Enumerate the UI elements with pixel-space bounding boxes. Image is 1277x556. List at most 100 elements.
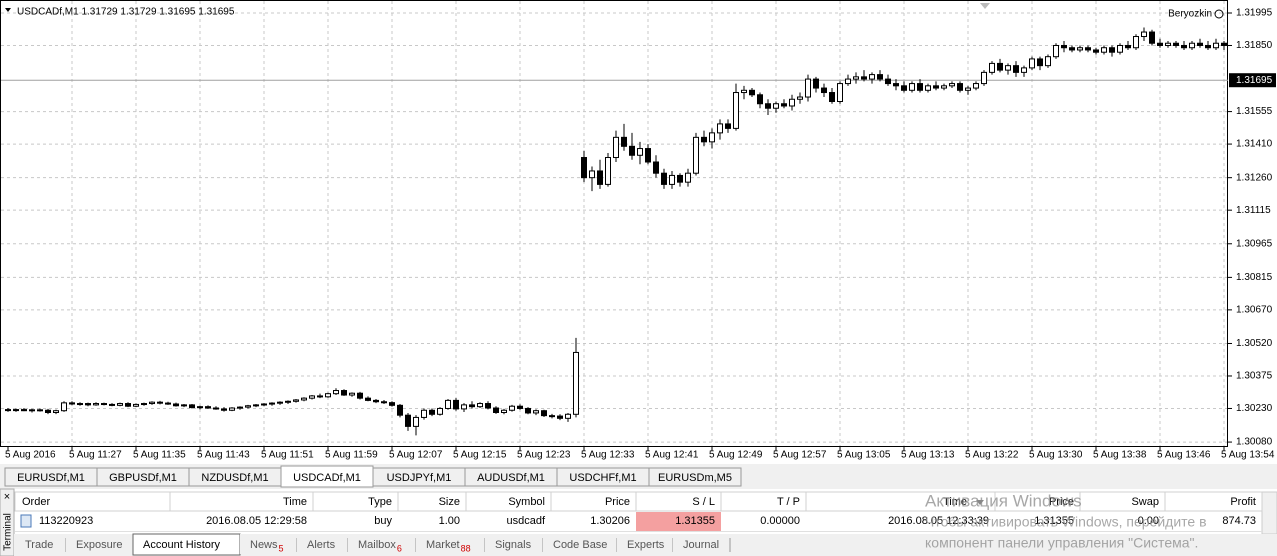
candle-body xyxy=(165,402,171,405)
menu-arrow[interactable] xyxy=(5,8,11,12)
candle-body xyxy=(613,136,619,159)
column-header[interactable] xyxy=(1164,491,1263,512)
candle-body xyxy=(261,403,267,406)
bottom-tab[interactable] xyxy=(485,534,543,554)
symbol-tab-label: USDJPYf,M1 xyxy=(387,472,452,484)
bottom-tab[interactable] xyxy=(673,534,730,554)
y-tick-label: 1.31850 xyxy=(1236,40,1273,51)
candle-body xyxy=(949,83,955,87)
candle-body xyxy=(61,402,67,412)
candle-body xyxy=(765,103,771,109)
x-tick-label: 5 Aug 13:30 xyxy=(1029,450,1083,461)
candle-body xyxy=(21,409,27,412)
candle-body xyxy=(1109,47,1115,53)
x-tick-label: 5 Aug 12:15 xyxy=(453,450,507,461)
candle-body xyxy=(237,406,243,409)
candle-body xyxy=(957,83,963,91)
bottom-tab[interactable] xyxy=(297,534,348,554)
y-tick-label: 1.30375 xyxy=(1236,371,1273,382)
symbol-tab-label: USDCHFf,M1 xyxy=(569,472,636,484)
bottom-tab[interactable] xyxy=(240,534,297,554)
y-tick-label: 1.30520 xyxy=(1236,338,1273,349)
account-icon xyxy=(1214,9,1224,19)
candle-body xyxy=(1205,44,1211,49)
candle-body xyxy=(413,416,419,427)
candle-body xyxy=(541,410,547,417)
symbol-tab-label: GBPUSDf,M1 xyxy=(109,472,177,484)
y-tick-label: 1.31410 xyxy=(1236,139,1273,150)
y-tick-label: 1.30815 xyxy=(1236,272,1273,283)
y-tick-label: 1.30965 xyxy=(1236,238,1273,249)
candle-body xyxy=(373,399,379,403)
candle-body xyxy=(93,403,99,406)
candle-body xyxy=(477,403,483,408)
symbol-tab-label: EURUSDf,M1 xyxy=(17,472,85,484)
candle-body xyxy=(101,403,107,406)
candle-body xyxy=(509,405,515,411)
candle-body xyxy=(653,161,659,174)
candle-body xyxy=(1005,65,1011,71)
bottom-tab-label: Signals xyxy=(495,539,532,551)
candle-body xyxy=(973,83,979,89)
column-header-label: Price xyxy=(605,496,630,508)
bottom-tab[interactable] xyxy=(348,534,416,554)
candle-body xyxy=(189,404,195,409)
candle-body xyxy=(645,148,651,163)
candle-body xyxy=(1149,31,1155,44)
candle-body xyxy=(197,406,203,409)
candle-body xyxy=(1181,44,1187,49)
candle-body xyxy=(741,89,747,94)
side-label: Terminal xyxy=(3,513,14,551)
candle-body xyxy=(381,401,387,404)
candle-body xyxy=(269,402,275,405)
bottom-tab-label: Alerts xyxy=(307,539,336,551)
candle-body xyxy=(397,404,403,416)
candle-body xyxy=(789,98,795,107)
column-header-label: Price xyxy=(1049,496,1074,508)
candle-body xyxy=(757,94,763,105)
bottom-tab[interactable] xyxy=(543,534,617,554)
column-header-label: S / L xyxy=(692,496,715,508)
candle-body xyxy=(669,174,675,185)
candle-body xyxy=(205,406,211,409)
symbol-tab-label: AUDUSDf,M1 xyxy=(477,472,545,484)
bottom-tab[interactable] xyxy=(617,534,673,554)
candle-body xyxy=(685,172,691,183)
candle-body xyxy=(317,395,323,398)
bottom-tab-label: Account History xyxy=(143,539,221,551)
bottom-tab-label: Trade xyxy=(25,539,53,551)
candle-body xyxy=(565,413,571,419)
candle-body xyxy=(821,87,827,94)
candle-body xyxy=(1221,42,1227,46)
candle-body xyxy=(301,397,307,401)
candle-body xyxy=(797,96,803,100)
bottom-tab[interactable] xyxy=(15,534,66,554)
candle-body xyxy=(1021,67,1027,73)
symbol-tab[interactable] xyxy=(648,467,742,487)
candle-body xyxy=(1125,44,1131,49)
candle-body xyxy=(85,403,91,406)
candle-body xyxy=(365,397,371,401)
candle-body xyxy=(1029,58,1035,69)
candle-body xyxy=(357,392,363,399)
candle-body xyxy=(557,415,563,419)
candle-body xyxy=(1173,42,1179,46)
candle-body xyxy=(773,103,779,109)
candle-body xyxy=(989,62,995,73)
candle-body xyxy=(589,170,595,179)
candle-body xyxy=(709,132,715,143)
price-box xyxy=(1229,73,1276,88)
bottom-tab[interactable] xyxy=(416,534,485,554)
scrollbar[interactable] xyxy=(1261,491,1277,535)
candle-body xyxy=(13,409,19,412)
x-tick-label: 5 Aug 11:35 xyxy=(133,450,186,461)
candle-body xyxy=(901,85,907,91)
close-button[interactable]: × xyxy=(4,491,10,503)
candle-body xyxy=(349,392,355,396)
candle-body xyxy=(829,92,835,102)
x-tick-label: 5 Aug 12:57 xyxy=(773,450,827,461)
x-tick-label: 5 Aug 13:46 xyxy=(1157,450,1211,461)
bottom-tab[interactable] xyxy=(66,534,133,554)
candle-body xyxy=(245,405,251,408)
x-tick-label: 5 Aug 12:23 xyxy=(517,450,571,461)
